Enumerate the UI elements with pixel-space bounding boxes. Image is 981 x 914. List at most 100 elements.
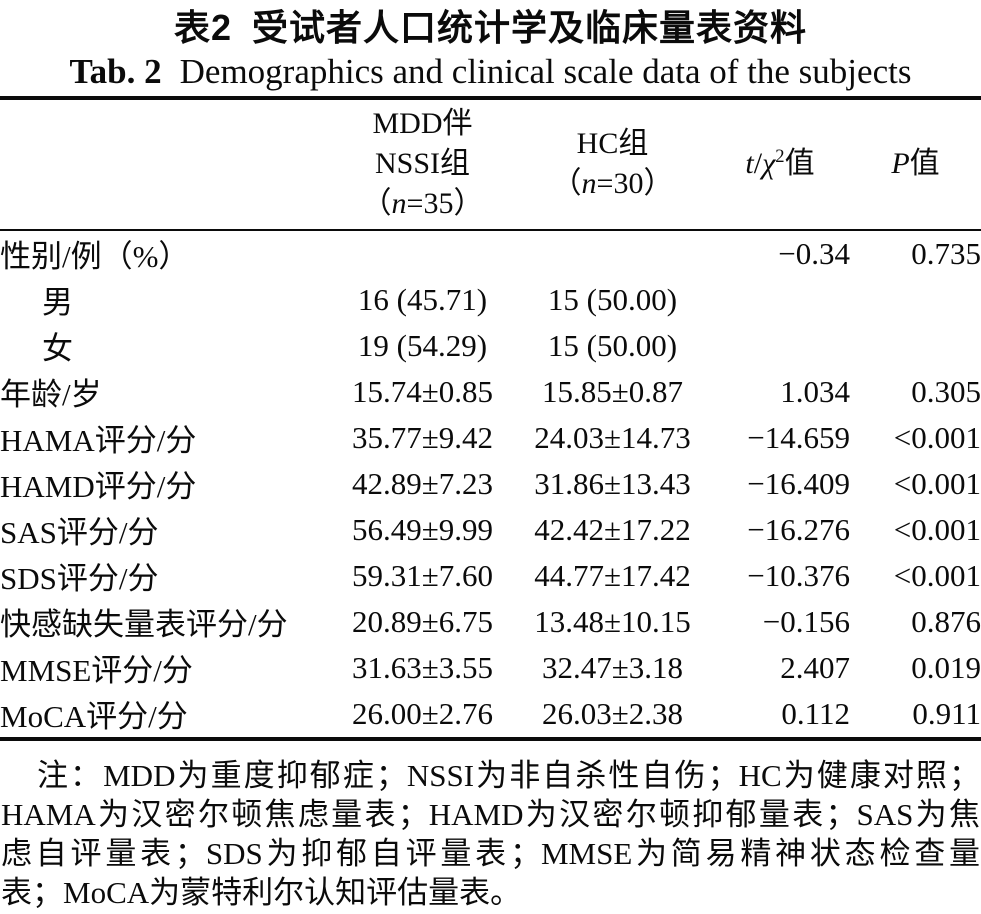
header-hc-n: （n=30） <box>515 164 710 204</box>
row-label: MMSE评分/分 <box>0 653 193 689</box>
n-symbol: n <box>581 166 597 200</box>
table-title-en: Tab. 2 Demographics and clinical scale da… <box>0 52 981 96</box>
value-suffix: 值 <box>909 146 940 180</box>
table-number-zh: 表2 <box>173 7 232 48</box>
cell-t-value <box>710 277 850 323</box>
header-mdd-line1: MDD伴 <box>372 106 473 140</box>
header-col-mdd-nssi-group: MDD伴 NSSI组 （n=35） <box>330 97 515 231</box>
header-row: MDD伴 NSSI组 （n=35） HC组 （n=30） t/χ2值 P值 <box>0 97 981 231</box>
cell-p-value <box>850 277 981 323</box>
footnote-line: 表；MoCA为蒙特利尔认知评估量表。 <box>1 874 522 910</box>
header-mdd-line2: NSSI组 <box>374 146 471 180</box>
paren-close: ） <box>643 166 674 200</box>
n-symbol: n <box>391 186 407 220</box>
table-footnote: 注：MDD为重度抑郁症；NSSI为非自杀性自伤；HC为健康对照； HAMA为汉密… <box>0 756 981 912</box>
header-col-p: P值 <box>850 97 981 231</box>
cell-hc: 26.03±2.38 <box>541 695 683 731</box>
cell-mdd: 59.31±7.60 <box>351 557 493 593</box>
cell-p-value: 0.911 <box>912 695 981 731</box>
cell-t-value: −16.276 <box>747 511 850 547</box>
slash: / <box>753 146 763 180</box>
cell-t-value: −0.156 <box>762 603 850 639</box>
cell-p-value <box>850 323 981 369</box>
cell-t-value: 0.112 <box>781 695 850 731</box>
cell-t-value: −0.34 <box>778 235 850 271</box>
table-row-female: 女 19 (54.29) 15 (50.00) <box>0 323 981 369</box>
cell-hc: 44.77±17.42 <box>534 557 691 593</box>
cell-hc: 15 (50.00) <box>547 327 678 363</box>
cell-hc: 13.48±10.15 <box>534 603 691 639</box>
cell-p-value: 0.735 <box>911 235 981 271</box>
cell-hc <box>515 230 710 277</box>
table-title-en-text: Demographics and clinical scale data of … <box>179 51 912 91</box>
header-col-variable <box>0 97 330 231</box>
cell-p-value: <0.001 <box>893 465 981 501</box>
cell-mdd: 42.89±7.23 <box>351 465 493 501</box>
cell-p-value: <0.001 <box>893 419 981 455</box>
cell-mdd: 35.77±9.42 <box>351 419 493 455</box>
n-value: =35 <box>406 186 454 220</box>
cell-mdd: 15.74±0.85 <box>351 373 493 409</box>
cell-p-value: 0.305 <box>911 373 981 409</box>
cell-mdd: 19 (54.29) <box>357 327 488 363</box>
header-mdd-n: （n=35） <box>330 184 515 224</box>
p-symbol: P <box>891 146 910 180</box>
row-label: 男 <box>42 285 73 321</box>
footnote-line: HAMA为汉密尔顿焦虑量表；HAMD为汉密尔顿抑郁量表；SAS为焦 <box>1 796 980 832</box>
table-row-sas: SAS评分/分 56.49±9.99 42.42±17.22 −16.276 <… <box>0 507 981 553</box>
table-row-sex: 性别/例（%） −0.34 0.735 <box>0 230 981 277</box>
footnote-line: 注：MDD为重度抑郁症；NSSI为非自杀性自伤；HC为健康对照； <box>37 757 980 793</box>
chi-squared-exponent: 2 <box>775 145 785 167</box>
cell-hc: 32.47±3.18 <box>541 649 683 685</box>
cell-mdd: 31.63±3.55 <box>351 649 493 685</box>
cell-hc: 31.86±13.43 <box>534 465 691 501</box>
table-row-moca: MoCA评分/分 26.00±2.76 26.03±2.38 0.112 0.9… <box>0 691 981 739</box>
cell-t-value: −16.409 <box>747 465 850 501</box>
cell-t-value: 2.407 <box>780 649 850 685</box>
row-label: 年龄/岁 <box>0 377 102 413</box>
cell-mdd: 16 (45.71) <box>357 281 488 317</box>
cell-mdd: 20.89±6.75 <box>351 603 493 639</box>
chi-symbol: χ <box>762 146 776 180</box>
cell-t-value: −10.376 <box>747 557 850 593</box>
row-label: SAS评分/分 <box>0 515 159 551</box>
cell-mdd <box>330 230 515 277</box>
cell-p-value: 0.876 <box>911 603 981 639</box>
row-label: 女 <box>42 331 73 367</box>
value-suffix: 值 <box>784 146 815 180</box>
cell-hc: 42.42±17.22 <box>534 511 691 547</box>
cell-hc: 15 (50.00) <box>547 281 678 317</box>
row-label: HAMA评分/分 <box>0 423 197 459</box>
demographics-table: MDD伴 NSSI组 （n=35） HC组 （n=30） t/χ2值 P值 性别… <box>0 95 981 741</box>
table-row-male: 男 16 (45.71) 15 (50.00) <box>0 277 981 323</box>
cell-p-value: <0.001 <box>893 511 981 547</box>
cell-p-value: <0.001 <box>893 557 981 593</box>
cell-t-value: 1.034 <box>780 373 850 409</box>
cell-p-value: 0.019 <box>911 649 981 685</box>
paren-open: （ <box>551 166 582 200</box>
table-row-sds: SDS评分/分 59.31±7.60 44.77±17.42 −10.376 <… <box>0 553 981 599</box>
paren-close: ） <box>453 186 484 220</box>
table-title-zh-text: 受试者人口统计学及临床量表资料 <box>252 7 808 48</box>
cell-t-value <box>710 323 850 369</box>
row-label: HAMD评分/分 <box>0 469 197 505</box>
table-title-zh: 表2 受试者人口统计学及临床量表资料 <box>0 0 981 52</box>
table-row-age: 年龄/岁 15.74±0.85 15.85±0.87 1.034 0.305 <box>0 369 981 415</box>
row-label: 快感缺失量表评分/分 <box>0 607 288 643</box>
header-hc-line1: HC组 <box>576 126 649 160</box>
t-symbol: t <box>745 146 754 180</box>
table-number-en: Tab. 2 <box>69 51 162 91</box>
table-row-hama: HAMA评分/分 35.77±9.42 24.03±14.73 −14.659 … <box>0 415 981 461</box>
paren-open: （ <box>361 186 392 220</box>
cell-mdd: 26.00±2.76 <box>351 695 493 731</box>
cell-t-value: −14.659 <box>747 419 850 455</box>
row-label: SDS评分/分 <box>0 561 159 597</box>
row-label: 性别/例（%） <box>0 239 190 275</box>
cell-hc: 24.03±14.73 <box>534 419 691 455</box>
table-row-mmse: MMSE评分/分 31.63±3.55 32.47±3.18 2.407 0.0… <box>0 645 981 691</box>
header-col-hc-group: HC组 （n=30） <box>515 97 710 231</box>
row-label: MoCA评分/分 <box>0 699 188 735</box>
footnote-line: 虑自评量表；SDS为抑郁自评量表；MMSE为简易精神状态检查量 <box>1 835 980 871</box>
n-value: =30 <box>596 166 644 200</box>
